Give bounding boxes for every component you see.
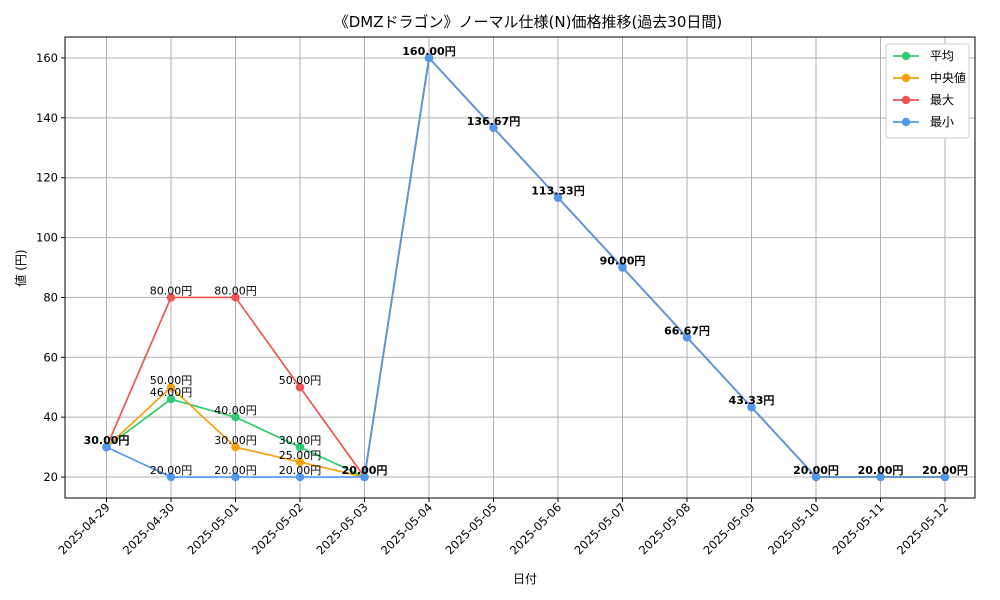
data-label: 20.00円 [214,464,257,477]
data-point [231,412,240,422]
chart-title: 《DMZドラゴン》ノーマル仕様(N)価格推移(過去30日間) [334,13,723,31]
legend-label: 最大 [930,93,954,107]
data-point [231,293,240,302]
data-point [166,395,176,404]
data-point [360,472,369,482]
data-label: 160.00円 [402,45,455,58]
data-label: 20.00円 [858,464,904,477]
data-label: 50.00円 [279,374,322,387]
grid [65,37,975,498]
series-line [106,57,945,478]
data-point [166,472,176,482]
data-label: 90.00円 [600,255,646,268]
data-point [811,472,821,482]
y-tick-label: 80 [43,290,58,304]
data-label: 40.00円 [214,404,257,417]
y-tick-label: 60 [43,350,58,364]
y-tick-label: 120 [36,171,58,185]
data-point [618,263,627,272]
data-label: 20.00円 [922,464,968,477]
data-label: 50.00円 [150,374,193,387]
legend-item-最大: 最大 [893,93,954,107]
data-label: 136.67円 [467,115,520,128]
data-point [682,333,692,342]
data-label: 30.00円 [214,434,257,447]
data-labels: 30.00円80.00円50.00円46.00円20.00円80.00円40.0… [84,45,968,477]
legend-marker [901,117,911,127]
legend-marker [901,51,911,61]
y-axis-label: 値 (円) [13,249,28,286]
data-point [747,403,756,412]
y-tick-label: 100 [36,231,58,245]
data-point [295,442,305,452]
legend-item-中央値: 中央値 [893,70,966,85]
data-label: 80.00円 [214,284,257,297]
legend-frame [885,43,970,139]
data-point [876,472,885,482]
legend-item-平均: 平均 [893,49,954,63]
data-point [553,193,563,202]
data-point [102,442,111,452]
data-label: 20.00円 [793,464,839,477]
y-tick-label: 140 [36,111,58,125]
data-label: 30.00円 [279,434,322,447]
plot-frame [64,36,976,499]
legend-item-最小: 最小 [893,115,954,129]
x-axis-label: 日付 [513,572,537,586]
data-point [166,293,176,302]
y-tick-label: 40 [43,410,58,424]
data-label: 66.67円 [664,324,710,337]
data-label: 20.00円 [279,464,322,477]
data-label: 113.33円 [531,185,584,198]
series-layer [102,53,950,482]
y-axis: 20 40 60 80 100 120 140 160 [36,51,65,484]
y-tick-label: 160 [36,51,58,65]
y-tick-label: 20 [43,470,58,484]
legend-marker [901,73,911,83]
data-point [424,53,434,63]
data-label: 80.00円 [150,284,193,297]
data-label: 43.33円 [729,394,775,407]
data-label: 20.00円 [342,464,388,477]
data-point [940,472,950,482]
data-point [295,472,305,482]
series-最小 [102,53,950,482]
data-point [295,457,305,467]
data-point [166,383,176,392]
data-label: 25.00円 [279,449,322,462]
legend-marker [901,95,911,105]
data-point [489,123,498,132]
data-point [231,442,240,452]
data-label: 20.00円 [150,464,193,477]
data-label: 30.00円 [84,434,130,447]
data-point [231,472,240,482]
legend-label: 平均 [930,49,954,63]
legend-label: 最小 [930,115,954,129]
legend-label: 中央値 [930,70,966,85]
data-label: 46.00円 [150,386,193,399]
data-point [295,383,305,392]
